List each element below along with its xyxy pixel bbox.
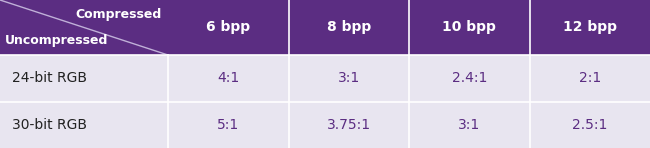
Bar	[0, 55, 650, 102]
Text: 2.5:1: 2.5:1	[572, 118, 608, 132]
Text: 2:1: 2:1	[578, 71, 601, 85]
Text: 3.75:1: 3.75:1	[327, 118, 370, 132]
Text: 6 bpp: 6 bpp	[206, 21, 250, 34]
Bar	[0, 102, 650, 148]
Text: 8 bpp: 8 bpp	[326, 21, 371, 34]
Text: 24-bit RGB: 24-bit RGB	[12, 71, 87, 85]
Text: 3:1: 3:1	[337, 71, 360, 85]
Bar	[0, 0, 650, 55]
Text: 10 bpp: 10 bpp	[442, 21, 496, 34]
Text: 5:1: 5:1	[217, 118, 239, 132]
Text: 4:1: 4:1	[217, 71, 239, 85]
Text: 30-bit RGB: 30-bit RGB	[12, 118, 87, 132]
Text: Uncompressed: Uncompressed	[5, 34, 109, 47]
Text: 2.4:1: 2.4:1	[452, 71, 487, 85]
Text: Compressed: Compressed	[76, 8, 162, 21]
Text: 12 bpp: 12 bpp	[563, 21, 617, 34]
Text: 3:1: 3:1	[458, 118, 480, 132]
